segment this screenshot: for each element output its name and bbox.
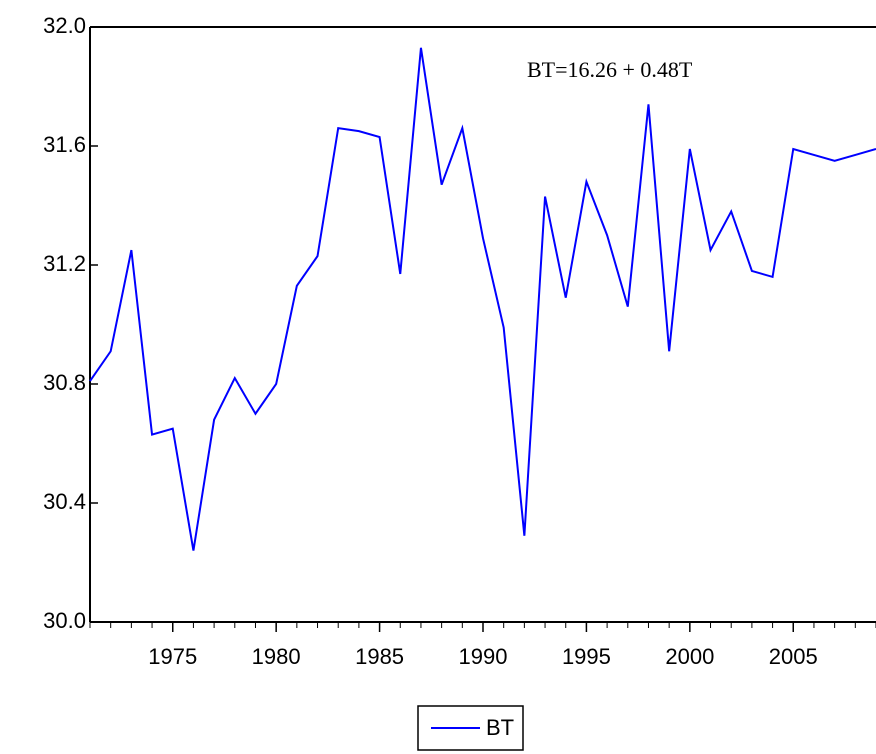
x-tick-label: 1995 <box>562 644 611 669</box>
x-tick-label: 2000 <box>665 644 714 669</box>
y-tick-label: 30.8 <box>43 370 86 395</box>
annotation: BT=16.26 + 0.48T <box>527 57 693 82</box>
y-tick-label: 31.2 <box>43 251 86 276</box>
data-line <box>89 47 876 551</box>
x-tick-label: 1985 <box>355 644 404 669</box>
y-tick-label: 30.4 <box>43 489 86 514</box>
x-tick-label: 1990 <box>459 644 508 669</box>
x-tick-label: 2005 <box>769 644 818 669</box>
x-tick-label: 1980 <box>252 644 301 669</box>
legend-label: BT <box>486 715 514 740</box>
y-tick-label: 32.0 <box>43 13 86 38</box>
y-tick-label: 31.6 <box>43 132 86 157</box>
x-tick-label: 1975 <box>148 644 197 669</box>
y-tick-label: 30.0 <box>43 608 86 633</box>
